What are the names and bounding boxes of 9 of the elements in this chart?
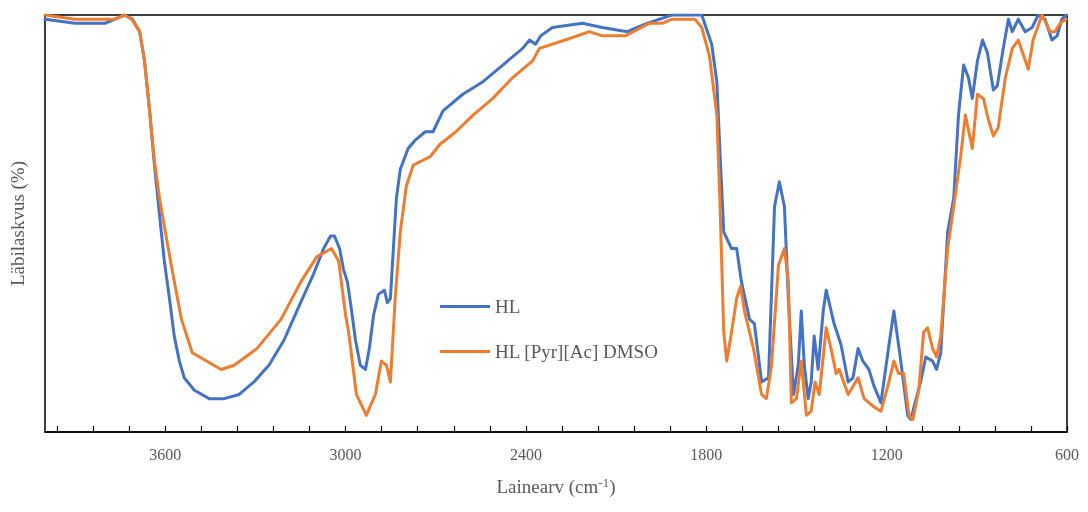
y-axis-title: Läbilaskvus (%) [7, 160, 29, 287]
x-tick-label: 600 [1055, 445, 1079, 463]
x-tick-label: 1200 [870, 445, 903, 463]
x-tick-label: 3600 [149, 445, 182, 463]
legend-label: HL [495, 296, 521, 317]
x-tick-label: 2400 [509, 445, 542, 463]
x-tick-label: 1800 [690, 445, 723, 463]
x-tick-label: 3000 [329, 445, 362, 463]
legend-label: HL [Pyr][Ac] DMSO [495, 341, 658, 362]
